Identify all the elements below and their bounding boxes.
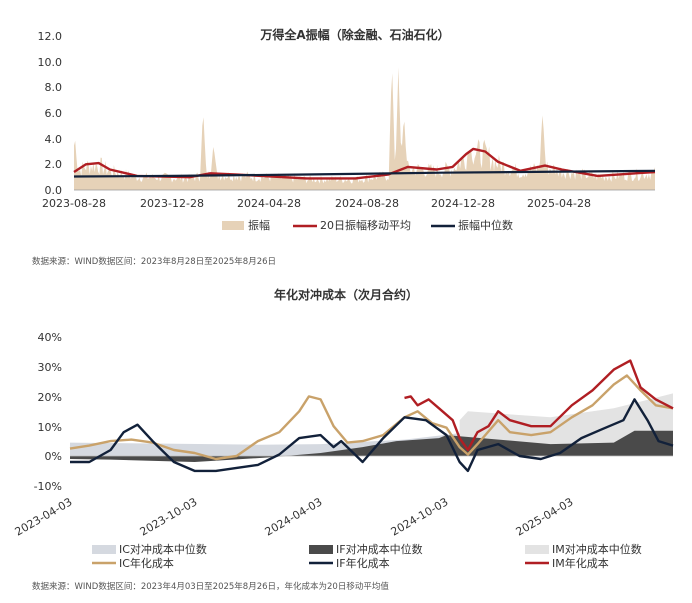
chart1-ytick-6: 6.0 [45, 107, 63, 120]
source-note-1: 数据来源：WIND数据区间：2023年8月28日至2025年8月26日 [32, 257, 277, 267]
legend-label-median: 振幅中位数 [458, 218, 513, 232]
im-annual-line [404, 359, 674, 452]
chart1-xtick: 2024-12-28 [431, 197, 495, 210]
chart1-ytick-8: 8.0 [45, 81, 63, 94]
legend-label-im-annual: IM年化成本 [552, 556, 609, 570]
chart-hedge-cost: 年化对冲成本（次月合约） 40% 30% 20% 10% 0% -10% 202… [13, 287, 674, 570]
if-median-area [70, 430, 673, 462]
chart1-ytick-10: 10.0 [38, 56, 63, 69]
chart2-ytick: 10% [38, 421, 62, 434]
chart2-xtick: 2023-04-03 [13, 495, 75, 538]
chart1-ytick-4: 4.0 [45, 133, 63, 146]
legend-label-amplitude: 振幅 [248, 218, 270, 232]
legend-label-ic-median: IC对冲成本中位数 [119, 542, 207, 556]
chart1-title: 万得全A振幅（除金融、石油石化） [259, 27, 449, 42]
legend-swatch-if-median [309, 545, 333, 554]
chart2-ytick: -10% [34, 480, 62, 493]
chart1-xtick: 2023-08-28 [42, 197, 106, 210]
if-annual-line [70, 398, 674, 473]
chart2-xtick: 2025-04-03 [514, 495, 576, 538]
chart2-yaxis: 40% 30% 20% 10% 0% -10% [34, 331, 62, 493]
chart2-ytick: 30% [38, 361, 62, 374]
legend-label-if-annual: IF年化成本 [336, 556, 390, 570]
legend-swatch-amplitude [222, 221, 244, 230]
chart2-title: 年化对冲成本（次月合约） [274, 287, 418, 302]
legend-label-im-median: IM对冲成本中位数 [552, 542, 642, 556]
chart1-ytick-0: 0.0 [45, 184, 63, 197]
legend-label-ic-annual: IC年化成本 [119, 556, 174, 570]
chart1-xtick: 2025-04-28 [527, 197, 591, 210]
chart1-xtick: 2023-12-28 [140, 197, 204, 210]
chart2-xtick: 2024-04-03 [263, 495, 325, 538]
source-note-2: 数据来源：WIND数据区间：2023年4月03日至2025年8月26日，年化成本… [32, 582, 389, 592]
legend-swatch-im-median [525, 545, 549, 554]
chart2-xtick: 2023-10-03 [138, 495, 200, 538]
chart1-xtick: 2024-08-28 [335, 197, 399, 210]
chart2-xaxis: 2023-04-03 2023-10-03 2024-04-03 2024-10… [13, 495, 576, 538]
chart1-ytick-2: 2.0 [45, 158, 63, 171]
chart1-ytick-12: 12.0 [38, 30, 63, 43]
legend-label-ma20: 20日振幅移动平均 [320, 218, 411, 232]
chart2-legend: IC对冲成本中位数 IF对冲成本中位数 IM对冲成本中位数 IC年化成本 IF年… [92, 542, 642, 570]
legend-swatch-ic-median [92, 545, 116, 554]
chart1-yaxis: 12.0 10.0 8.0 6.0 4.0 2.0 0.0 [38, 30, 63, 197]
amplitude-median-line [73, 169, 656, 178]
ma20-line [73, 147, 656, 180]
chart-amplitude: 万得全A振幅（除金融、石油石化） 12.0 10.0 8.0 6.0 4.0 2… [38, 27, 656, 232]
legend-label-if-median: IF对冲成本中位数 [336, 542, 423, 556]
amplitude-area [74, 67, 655, 190]
chart2-xtick: 2024-10-03 [389, 495, 451, 538]
chart2-ytick: 0% [45, 450, 62, 463]
chart2-ytick: 40% [38, 331, 62, 344]
chart1-legend: 振幅 20日振幅移动平均 振幅中位数 [222, 218, 513, 232]
chart1-xaxis: 2023-08-28 2023-12-28 2024-04-28 2024-08… [42, 197, 591, 210]
chart1-xtick: 2024-04-28 [237, 197, 301, 210]
chart2-ytick: 20% [38, 391, 62, 404]
